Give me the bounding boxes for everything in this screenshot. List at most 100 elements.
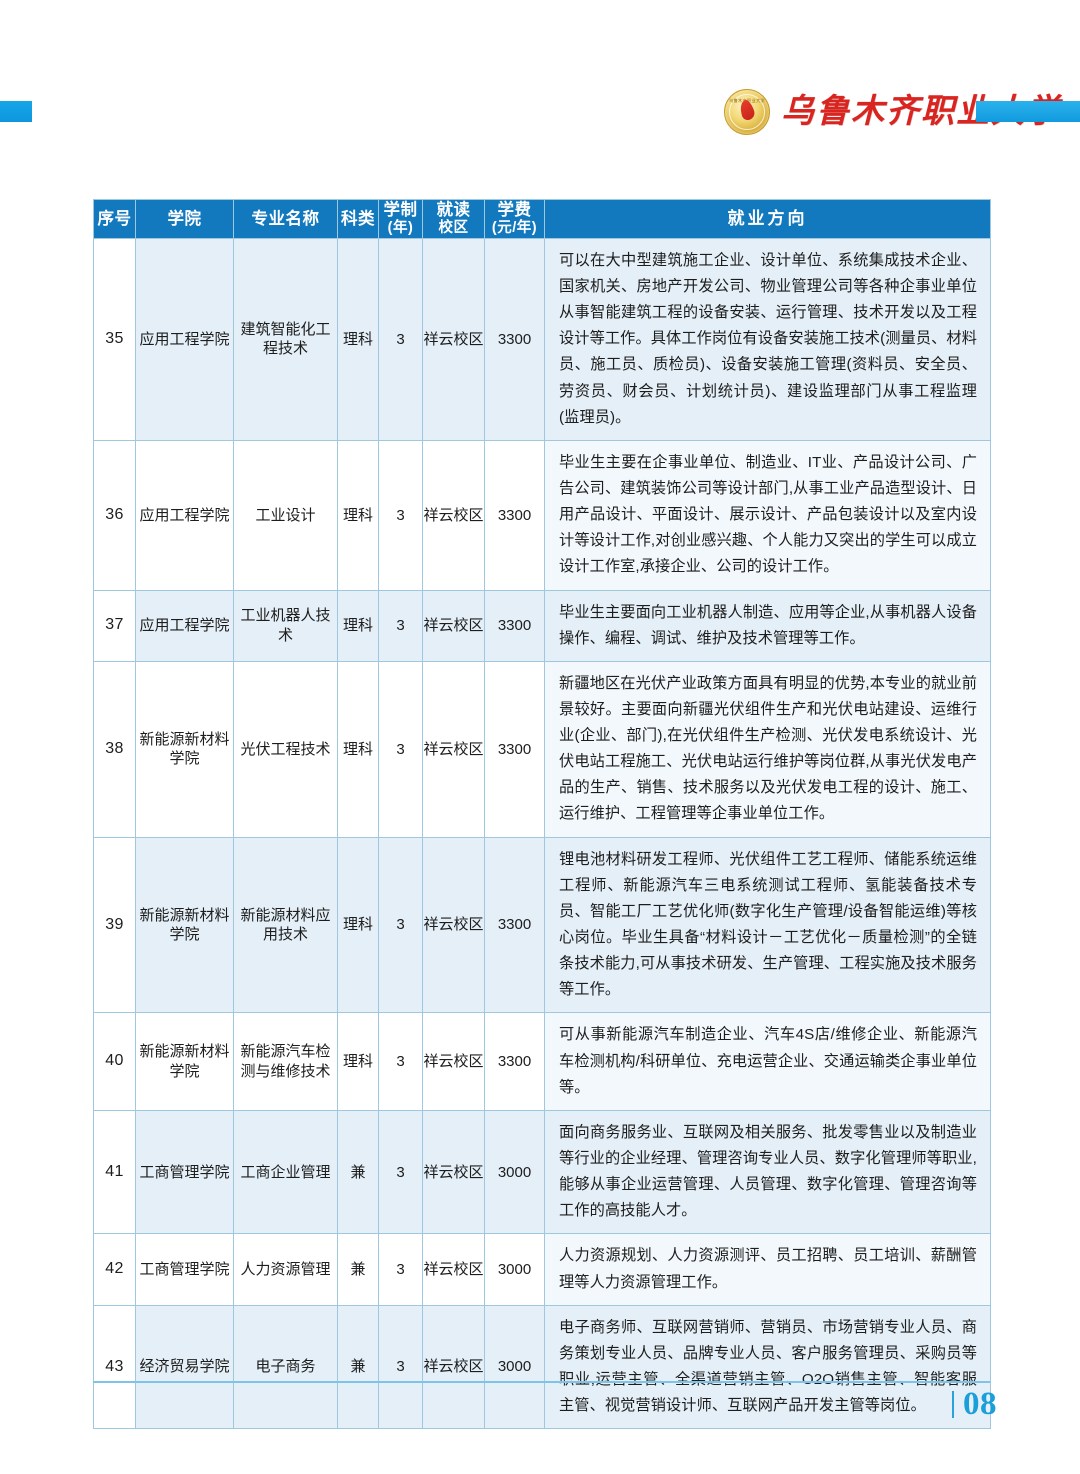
cell-years: 3 bbox=[378, 1304, 423, 1430]
cell-fee: 3300 bbox=[484, 660, 545, 838]
cell-index: 40 bbox=[93, 1012, 136, 1111]
cell-college: 新能源新材料学院 bbox=[135, 836, 234, 1014]
cell-major: 建筑智能化工程技术 bbox=[233, 237, 338, 441]
cell-major: 电子商务 bbox=[233, 1304, 338, 1430]
cell-direction: 面向商务服务业、互联网及相关服务、批发零售业以及制造业等行业的企业经理、管理咨询… bbox=[544, 1109, 991, 1235]
cell-index: 41 bbox=[93, 1109, 136, 1235]
table-row: 42 工商管理学院 人力资源管理兼 3 祥云校区 3000 人力资源规划、人力资源测评、员工… bbox=[93, 1233, 991, 1306]
column-header-direction-label: 就业方向 bbox=[727, 208, 808, 228]
cell-major: 人力资源管理 bbox=[233, 1233, 338, 1306]
cell-index: 37 bbox=[93, 589, 136, 662]
cell-direction: 可以在大中型建筑施工企业、设计单位、系统集成技术企业、国家机关、房地产开发公司、… bbox=[544, 237, 991, 441]
table-row: 35 应用工程学院 建筑智能化工程技术 理科 3 祥云校区 3300 可以在大中型建筑施工企业… bbox=[93, 237, 991, 441]
cell-category: 兼 bbox=[337, 1233, 379, 1306]
cell-direction: 电子商务师、互联网营销师、营销员、市场营销专业人员、商务策划专业人员、品牌专业人… bbox=[544, 1304, 991, 1430]
column-header-category: 科类 bbox=[337, 199, 379, 239]
table-row: 38 新能源新材料学院 光伏工程技术 理科 3 祥云校区 3300 新疆地区在光伏产业政策方面… bbox=[93, 660, 991, 838]
table-row: 41 工商管理学院 工商企业管理兼 3 祥云校区 3000 面向商务服务业、互联网及相关服务… bbox=[93, 1109, 991, 1235]
cell-college: 新能源新材料学院 bbox=[135, 660, 234, 838]
cell-direction: 毕业生主要在企事业单位、制造业、IT业、产品设计公司、广告公司、建筑装饰公司等设… bbox=[544, 439, 991, 591]
cell-category: 兼 bbox=[337, 1109, 379, 1235]
cell-category: 兼 bbox=[337, 1304, 379, 1430]
column-header-index-label: 序号 bbox=[97, 209, 132, 228]
cell-direction: 可从事新能源汽车制造企业、汽车4S店/维修企业、新能源汽车检测机构/科研单位、充… bbox=[544, 1012, 991, 1111]
cell-campus: 祥云校区 bbox=[422, 1304, 485, 1430]
column-header-college: 学院 bbox=[135, 199, 234, 239]
cell-category: 理科 bbox=[337, 237, 379, 441]
cell-index: 39 bbox=[93, 836, 136, 1014]
cell-major: 工商企业管理 bbox=[233, 1109, 338, 1235]
footer-divider bbox=[93, 1381, 990, 1383]
cell-years: 3 bbox=[378, 1012, 423, 1111]
column-header-fee-label: 学费 bbox=[497, 201, 532, 219]
cell-major: 工业设计 bbox=[233, 439, 338, 591]
major-table-container: 序号 学院 专业名称 科类 学制 (年) 就读 校区 学费 (元/年) 就业方向 35… bbox=[93, 199, 991, 1430]
table-row: 36 应用工程学院 工业设计 理科 3 祥云校区 3300 毕业生主要在企事业单位、制造业、I… bbox=[93, 439, 991, 591]
cell-category: 理科 bbox=[337, 660, 379, 838]
cell-category: 理科 bbox=[337, 836, 379, 1014]
cell-major: 新能源汽车检测与维修技术 bbox=[233, 1012, 338, 1111]
column-header-category-label: 科类 bbox=[341, 209, 375, 228]
cell-fee: 3300 bbox=[484, 439, 545, 591]
column-header-fee: 学费 (元/年) bbox=[484, 199, 545, 239]
page-number: 08 bbox=[963, 1386, 997, 1422]
cell-campus: 祥云校区 bbox=[422, 439, 485, 591]
header-accent-bar-right bbox=[976, 101, 1080, 122]
table-row: 40 新能源新材料学院 新能源汽车检测与维修技术 理科 3 祥云校区 3300 可从事新能源汽… bbox=[93, 1012, 991, 1111]
cell-index: 35 bbox=[93, 237, 136, 441]
cell-campus: 祥云校区 bbox=[422, 589, 485, 662]
table-row: 37 应用工程学院 工业机器人技术 理科 3 祥云校区 3300 毕业生主要面向工业机器人制造… bbox=[93, 589, 991, 662]
cell-category: 理科 bbox=[337, 589, 379, 662]
column-header-index: 序号 bbox=[93, 199, 136, 239]
cell-college: 应用工程学院 bbox=[135, 237, 234, 441]
cell-index: 38 bbox=[93, 660, 136, 838]
table-row: 43 经济贸易学院 电子商务兼 3 祥云校区 3000 电子商务师、互联网营销师、营销员、市… bbox=[93, 1304, 991, 1430]
cell-college: 新能源新材料学院 bbox=[135, 1012, 234, 1111]
header-accent-bar-left bbox=[0, 101, 32, 122]
cell-fee: 3000 bbox=[484, 1109, 545, 1235]
cell-college: 应用工程学院 bbox=[135, 439, 234, 591]
cell-index: 36 bbox=[93, 439, 136, 591]
cell-direction: 人力资源规划、人力资源测评、员工招聘、员工培训、薪酬管理等人力资源管理工作。 bbox=[544, 1233, 991, 1306]
cell-years: 3 bbox=[378, 589, 423, 662]
page-footer: 08 bbox=[0, 1381, 1080, 1441]
cell-fee: 3300 bbox=[484, 836, 545, 1014]
major-enrollment-table: 序号 学院 专业名称 科类 学制 (年) 就读 校区 学费 (元/年) 就业方向 35… bbox=[93, 199, 991, 1430]
cell-fee: 3300 bbox=[484, 237, 545, 441]
column-header-major-label: 专业名称 bbox=[251, 209, 320, 228]
cell-index: 42 bbox=[93, 1233, 136, 1306]
cell-fee: 3000 bbox=[484, 1304, 545, 1430]
page-number-tick-icon bbox=[951, 1391, 954, 1418]
cell-fee: 3300 bbox=[484, 589, 545, 662]
column-header-major: 专业名称 bbox=[233, 199, 338, 239]
cell-fee: 3000 bbox=[484, 1233, 545, 1306]
cell-campus: 祥云校区 bbox=[422, 1109, 485, 1235]
column-header-campus-sub: 校区 bbox=[438, 220, 469, 237]
cell-direction: 锂电池材料研发工程师、光伏组件工艺工程师、储能系统运维工程师、新能源汽车三电系统… bbox=[544, 836, 991, 1014]
cell-college: 工商管理学院 bbox=[135, 1233, 234, 1306]
column-header-years-unit: (年) bbox=[387, 220, 414, 237]
cell-years: 3 bbox=[378, 660, 423, 838]
cell-years: 3 bbox=[378, 836, 423, 1014]
cell-college: 工商管理学院 bbox=[135, 1109, 234, 1235]
column-header-campus: 就读 校区 bbox=[422, 199, 485, 239]
cell-major: 光伏工程技术 bbox=[233, 660, 338, 838]
cell-major: 新能源材料应用技术 bbox=[233, 836, 338, 1014]
table-body: 35 应用工程学院 建筑智能化工程技术 理科 3 祥云校区 3300 可以在大中型建筑施工企业… bbox=[93, 237, 991, 1430]
cell-campus: 祥云校区 bbox=[422, 660, 485, 838]
column-header-years: 学制 (年) bbox=[378, 199, 423, 239]
cell-major: 工业机器人技术 bbox=[233, 589, 338, 662]
cell-category: 理科 bbox=[337, 1012, 379, 1111]
cell-years: 3 bbox=[378, 1233, 423, 1306]
cell-campus: 祥云校区 bbox=[422, 237, 485, 441]
cell-fee: 3300 bbox=[484, 1012, 545, 1111]
cell-direction: 新疆地区在光伏产业政策方面具有明显的优势,本专业的就业前景较好。主要面向新疆光伏… bbox=[544, 660, 991, 838]
cell-college: 应用工程学院 bbox=[135, 589, 234, 662]
university-emblem-icon: 乌鲁木齐职业大学 bbox=[724, 89, 770, 135]
cell-years: 3 bbox=[378, 439, 423, 591]
table-header: 序号 学院 专业名称 科类 学制 (年) 就读 校区 学费 (元/年) 就业方向 bbox=[93, 199, 991, 239]
cell-years: 3 bbox=[378, 1109, 423, 1235]
cell-campus: 祥云校区 bbox=[422, 836, 485, 1014]
cell-category: 理科 bbox=[337, 439, 379, 591]
page-header: 乌鲁木齐职业大学 乌鲁木齐职业大学 bbox=[0, 0, 1080, 160]
